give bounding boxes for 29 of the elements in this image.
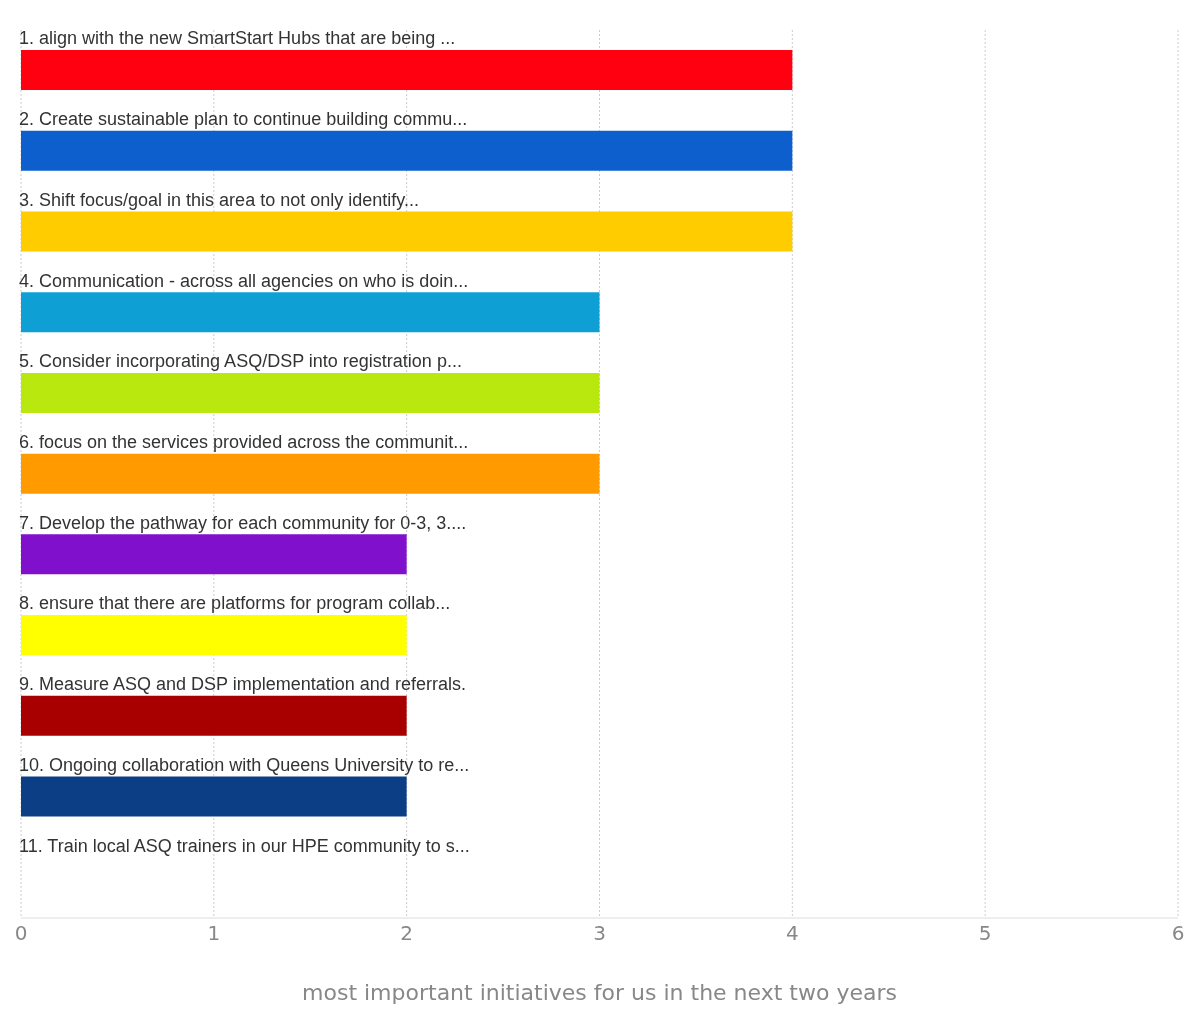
bar — [21, 50, 793, 90]
bar — [21, 372, 600, 413]
bar — [21, 534, 407, 575]
y-tick-label: 7. Develop the pathway for each community for 0-3, 3.... — [19, 512, 467, 533]
y-tick-label: 3. Shift focus/goal in this area to not only identify... — [19, 189, 419, 210]
y-tick-label: 1. align with the new SmartStart Hubs that are being ... — [19, 28, 456, 49]
y-tick-label: 10. Ongoing collaboration with Queens University to re... — [19, 754, 470, 775]
y-tick-label: 11. Train local ASQ trainers in our HPE community to s... — [19, 835, 470, 856]
bar — [21, 292, 600, 333]
x-tick-label: 3 — [593, 921, 606, 946]
bar — [21, 615, 407, 656]
x-tick-label: 5 — [978, 921, 992, 946]
y-tick-label: 4. Communication - across all agencies on who is doin... — [19, 270, 469, 291]
bar — [21, 211, 793, 252]
bar — [21, 776, 407, 817]
x-tick-label: 6 — [1171, 921, 1185, 946]
x-tick-label: 0 — [14, 921, 28, 946]
bar — [21, 453, 600, 494]
bar — [21, 130, 793, 171]
bar — [21, 695, 407, 736]
y-tick-label: 6. focus on the services provided across the communit... — [19, 432, 469, 452]
y-tick-label: 8. ensure that there are platforms for program collab... — [19, 593, 451, 614]
x-tick-label: 4 — [785, 921, 799, 946]
x-tick-label: 2 — [400, 921, 414, 946]
y-tick-label: 5. Consider incorporating ASQ/DSP into registration p... — [19, 351, 462, 372]
x-tick-label: 1 — [207, 921, 221, 946]
y-tick-label: 2. Create sustainable plan to continue building commu... — [19, 109, 468, 130]
y-tick-label: 9. Measure ASQ and DSP implementation and referrals. — [19, 674, 466, 695]
x-axis-title: most important initiatives for us in the next two years — [302, 980, 897, 1005]
